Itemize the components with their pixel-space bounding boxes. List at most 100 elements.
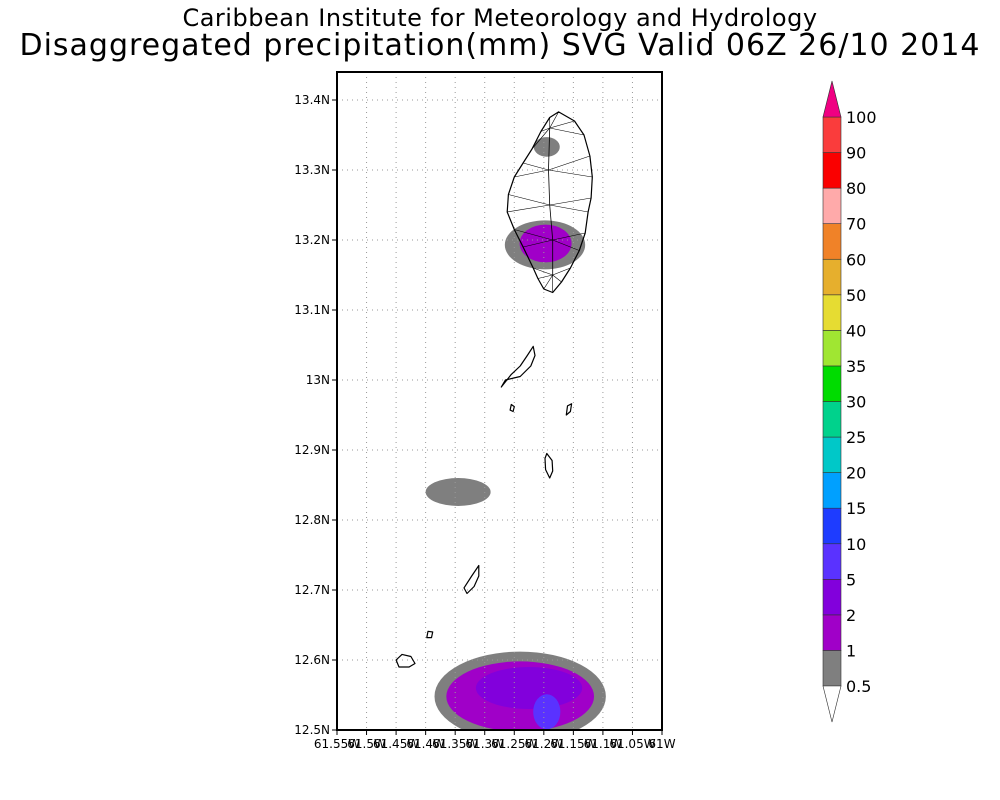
colorbar-segment (822, 579, 842, 616)
lat-tick-label: 13N (306, 373, 330, 387)
watershed-line (549, 120, 575, 129)
watershed-line (507, 204, 550, 213)
landmass-mayreau (426, 630, 434, 639)
colorbar-segment (822, 507, 842, 545)
colorbar-label: 2 (846, 606, 856, 625)
watershed-line (549, 127, 585, 136)
lon-tick-label: 61.4W (406, 737, 445, 751)
colorbar-label: 0.5 (846, 677, 871, 696)
colorbar-segment (822, 152, 842, 189)
plot-frame (336, 71, 663, 731)
colorbar-segment (822, 436, 842, 473)
plot-area (337, 72, 662, 730)
colorbar-label: 20 (846, 464, 866, 483)
watershed-line (543, 274, 553, 290)
map-title: Caribbean Institute for Meteorology and … (182, 4, 818, 32)
colorbar-label: 50 (846, 286, 866, 305)
lat-tick-label: 12.5N (294, 723, 330, 737)
colorbar-segment (822, 294, 842, 331)
colorbar-label: 80 (846, 179, 866, 198)
colorbar-label: 90 (846, 144, 866, 163)
colorbar-label: 35 (846, 357, 866, 376)
colorbar-label: 70 (846, 215, 866, 234)
precip-area-5 (533, 694, 561, 730)
colorbar-segment (822, 472, 842, 509)
lon-tick-label: 61.45W (373, 737, 419, 751)
lat-tick-label: 13.4N (294, 93, 330, 107)
lon-tick-label: 61.25W (491, 737, 537, 751)
landmass-st-vincent (506, 111, 593, 294)
precip-area-0_5 (533, 137, 560, 157)
landmass-battowia (509, 403, 515, 413)
watershed-line (549, 204, 589, 213)
colorbar-label: 5 (846, 570, 856, 589)
lon-tick-label: 61.3W (465, 737, 504, 751)
watershed-line (531, 127, 550, 150)
watershed-line (508, 194, 550, 206)
landmass-bequia (500, 345, 536, 388)
colorbar-segment (822, 614, 842, 651)
lon-tick-label: 61.05W (609, 737, 655, 751)
watershed-line (549, 197, 592, 206)
lon-tick-label: 61.2W (525, 737, 564, 751)
colorbar-segment (822, 365, 842, 402)
watershed-line (537, 274, 553, 279)
watershed-line (548, 169, 593, 178)
colorbar-label: 60 (846, 250, 866, 269)
watershed-line (523, 239, 553, 248)
landmass-canouan (463, 564, 480, 595)
watershed-line (514, 229, 553, 241)
watershed-line (552, 239, 580, 251)
watershed-line (552, 274, 562, 283)
precip-area-2 (475, 667, 583, 709)
map-subtitle: Disaggregated precipitation(mm) SVG Vali… (19, 28, 981, 63)
map-layer (336, 71, 663, 731)
lat-tick-label: 12.7N (294, 583, 330, 597)
colorbar-segment (822, 401, 842, 438)
watershed-line (533, 267, 553, 276)
colorbar-segment (822, 187, 842, 224)
landmass-baliceaux (565, 403, 573, 416)
watershed-line (523, 162, 549, 171)
colorbar-label: 1 (846, 641, 856, 660)
colorbar-segment (822, 543, 842, 580)
colorbar-segment (822, 258, 842, 296)
colorbar-label: 25 (846, 428, 866, 447)
lon-tick-label: 61W (648, 737, 675, 751)
lon-tick-label: 61.35W (432, 737, 478, 751)
colorbar-segment (822, 330, 842, 367)
watershed-line (540, 127, 550, 132)
lat-tick-label: 13.3N (294, 163, 330, 177)
lon-tick-label: 61.15W (550, 737, 596, 751)
watershed-line (514, 169, 549, 178)
lat-tick-label: 13.1N (294, 303, 330, 317)
lat-tick-label: 12.9N (294, 443, 330, 457)
colorbar-segment (822, 650, 842, 687)
colorbar-label: 30 (846, 393, 866, 412)
lat-tick-label: 12.6N (294, 653, 330, 667)
precip-area-1 (519, 224, 572, 263)
lon-tick-label: 61.5W (347, 737, 386, 751)
watershed-line (552, 267, 571, 276)
colorbar-label: 10 (846, 535, 866, 554)
colorbar-bottom-arrow (822, 685, 842, 723)
colorbar-segment (822, 116, 842, 153)
axis-layer: 13.4N 13.3N 13.2N 13.1N 13N 12.9N 12.8N 12.7N 12… (294, 93, 675, 751)
watershed-line (549, 111, 559, 129)
lat-tick-label: 13.2N (294, 233, 330, 247)
landmass-mustique (544, 452, 554, 479)
colorbar-top-arrow (822, 80, 842, 118)
landmass-union-island (395, 653, 416, 668)
colorbar-segment (822, 223, 842, 260)
lat-tick-label: 12.8N (294, 513, 330, 527)
colorbar-label: 40 (846, 321, 866, 340)
lon-tick-label: 61.1W (584, 737, 623, 751)
watershed-line (548, 155, 591, 171)
precip-area-0_5 (425, 478, 491, 506)
watershed-line (552, 232, 586, 241)
colorbar-label: 15 (846, 499, 866, 518)
lon-tick-label: 61.55W (314, 737, 360, 751)
colorbar-label: 100 (846, 108, 877, 127)
